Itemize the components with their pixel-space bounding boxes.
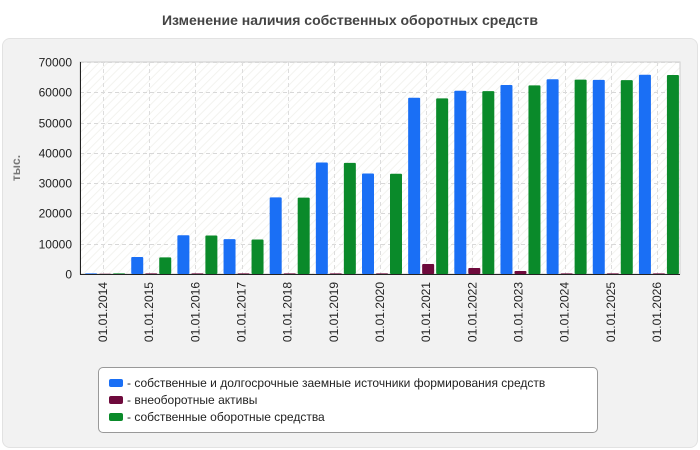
legend-swatch-blue bbox=[109, 378, 123, 387]
y-tick-label: 30000 bbox=[39, 177, 73, 191]
x-tick-label: 01.01.2024 bbox=[558, 282, 572, 342]
bar-series-1 bbox=[131, 257, 144, 274]
bar-series-3 bbox=[343, 162, 356, 274]
y-axis-label: тыс. bbox=[9, 155, 23, 181]
x-tick-label: 01.01.2025 bbox=[604, 282, 618, 342]
x-tick-label: 01.01.2026 bbox=[650, 282, 664, 342]
y-tick-label: 10000 bbox=[39, 238, 73, 252]
bar-series-2 bbox=[468, 267, 481, 274]
bar-series-3 bbox=[297, 197, 310, 274]
bar-series-1 bbox=[269, 197, 282, 274]
bar-series-3 bbox=[528, 85, 541, 274]
bar-series-1 bbox=[500, 85, 513, 274]
x-tick-label: 01.01.2017 bbox=[235, 282, 249, 342]
bar-series-2 bbox=[422, 264, 435, 274]
x-tick-label: 01.01.2016 bbox=[188, 282, 202, 342]
legend-item-working-capital: - собственные оборотные средства bbox=[109, 408, 587, 425]
chart-title: Изменение наличия собственных оборотных … bbox=[161, 12, 539, 28]
bar-series-3 bbox=[251, 239, 264, 274]
bar-series-2 bbox=[514, 270, 527, 274]
bar-series-3 bbox=[390, 173, 402, 274]
y-tick-label: 40000 bbox=[39, 147, 73, 161]
bar-series-1 bbox=[223, 239, 236, 274]
bars-group bbox=[85, 74, 679, 275]
legend-item-sources: - собственные и долгосрочные заемные ист… bbox=[109, 374, 587, 391]
x-tick-label: 01.01.2021 bbox=[419, 282, 433, 342]
bar-series-3 bbox=[205, 235, 218, 274]
x-tick-label: 01.01.2023 bbox=[511, 282, 525, 342]
bar-series-3 bbox=[574, 79, 587, 275]
bar-series-1 bbox=[592, 79, 605, 275]
bar-series-3 bbox=[482, 91, 495, 275]
legend-swatch-green bbox=[109, 412, 123, 421]
y-tick-label: 20000 bbox=[39, 207, 73, 221]
bar-series-1 bbox=[546, 79, 559, 275]
y-tick-label: 60000 bbox=[39, 86, 73, 100]
bar-series-1 bbox=[408, 97, 421, 274]
legend-label: - внеоборотные активы bbox=[127, 392, 258, 407]
y-tick-label: 50000 bbox=[39, 117, 73, 131]
y-tick-label: 70000 bbox=[39, 56, 73, 70]
legend-swatch-maroon bbox=[109, 395, 123, 404]
legend-label: - собственные оборотные средства bbox=[127, 409, 325, 424]
x-tick-label: 01.01.2014 bbox=[96, 282, 110, 342]
x-tick-label: 01.01.2019 bbox=[327, 282, 341, 342]
x-tick-label: 01.01.2018 bbox=[281, 282, 295, 342]
legend-label: - собственные и долгосрочные заемные ист… bbox=[127, 375, 546, 390]
bar-series-3 bbox=[159, 257, 172, 274]
bar-series-3 bbox=[436, 98, 449, 274]
bar-series-3 bbox=[666, 75, 679, 274]
x-tick-labels: 01.01.2014 01.01.2015 01.01.2016 01.01.2017… bbox=[96, 282, 664, 342]
y-tick-label: 0 bbox=[65, 268, 72, 282]
legend-item-noncurrent-assets: - внеоборотные активы bbox=[109, 391, 587, 408]
bar-series-1 bbox=[638, 74, 651, 274]
x-tick-label: 01.01.2020 bbox=[373, 282, 387, 342]
x-tick-label: 01.01.2022 bbox=[465, 282, 479, 342]
x-tick-label: 01.01.2015 bbox=[142, 282, 156, 342]
bar-series-1 bbox=[362, 173, 374, 274]
bar-series-3 bbox=[620, 80, 633, 275]
bar-series-1 bbox=[177, 235, 190, 274]
bar-series-1 bbox=[454, 90, 467, 275]
legend: - собственные и долгосрочные заемные ист… bbox=[98, 367, 598, 433]
y-tick-labels: 0 10000 20000 30000 40000 50000 60000 70000 bbox=[39, 56, 73, 282]
bar-series-1 bbox=[315, 162, 328, 274]
